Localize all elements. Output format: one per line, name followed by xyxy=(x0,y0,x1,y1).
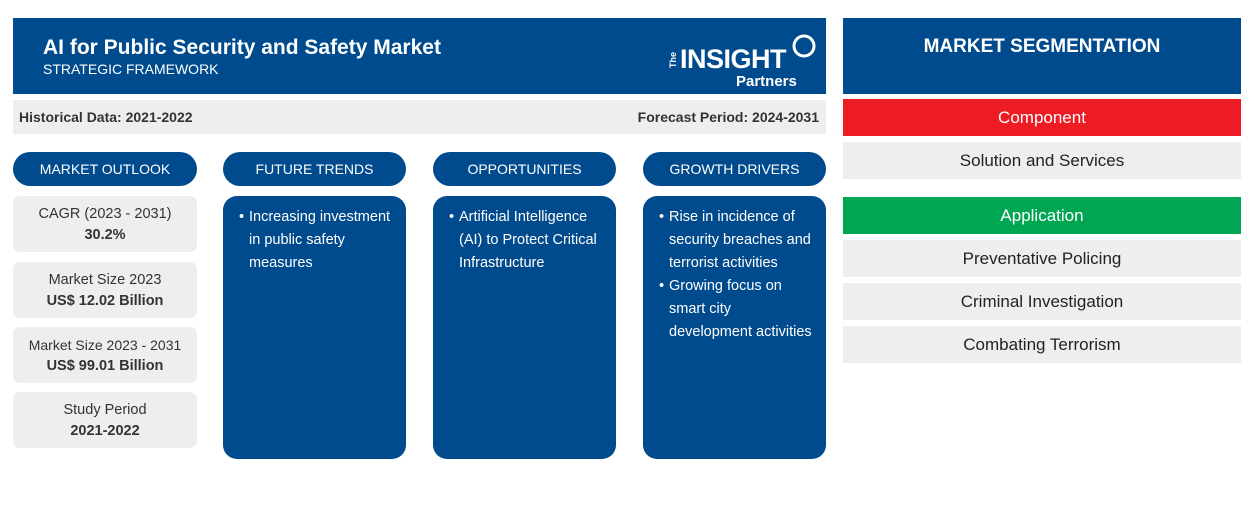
logo-the-text: The xyxy=(668,52,678,68)
segment-category-application: Application xyxy=(843,197,1241,234)
market-outlook-header: MARKET OUTLOOK xyxy=(13,152,197,186)
logo-insight-text: INSIGHT xyxy=(680,44,787,74)
segment-category-component: Component xyxy=(843,99,1241,136)
stat-label: Market Size 2023 xyxy=(48,272,162,288)
opportunities-box: Artificial Intelligence (AI) to Protect … xyxy=(433,196,616,459)
stat-value: 2021-2022 xyxy=(70,423,140,439)
segmentation-title: MARKET SEGMENTATION xyxy=(843,18,1241,94)
segment-item: Preventative Policing xyxy=(843,240,1241,277)
stat-card-cagr: CAGR (2023 - 2031) 30.2% xyxy=(13,196,197,252)
stat-value: US$ 99.01 Billion xyxy=(46,358,164,374)
period-bar: Historical Data: 2021-2022 Forecast Peri… xyxy=(13,100,826,134)
insight-partners-logo: The INSIGHT Partners xyxy=(668,34,816,88)
list-item: Rise in incidence of security breaches a… xyxy=(659,206,814,275)
opportunities-header: OPPORTUNITIES xyxy=(433,152,616,186)
header-banner: AI for Public Security and Safety Market… xyxy=(13,18,826,94)
logo-partners-text: Partners xyxy=(736,73,797,88)
list-item: Growing focus on smart city development … xyxy=(659,275,814,344)
stat-value: US$ 12.02 Billion xyxy=(46,293,164,309)
historical-period: Historical Data: 2021-2022 xyxy=(19,109,193,125)
future-trends-header: FUTURE TRENDS xyxy=(223,152,406,186)
stat-label: CAGR (2023 - 2031) xyxy=(38,206,172,222)
stat-card-market-size: Market Size 2023 US$ 12.02 Billion xyxy=(13,262,197,318)
forecast-period: Forecast Period: 2024-2031 xyxy=(637,109,819,125)
stat-value: 30.2% xyxy=(84,227,126,243)
future-trends-box: Increasing investment in public safety m… xyxy=(223,196,406,459)
stat-label: Market Size 2023 - 2031 xyxy=(28,337,182,353)
page-subtitle: STRATEGIC FRAMEWORK xyxy=(43,61,219,77)
growth-drivers-header: GROWTH DRIVERS xyxy=(643,152,826,186)
page-title: AI for Public Security and Safety Market xyxy=(43,36,441,59)
stat-card-study-period: Study Period 2021-2022 xyxy=(13,392,197,448)
segment-item: Combating Terrorism xyxy=(843,326,1241,363)
list-item: Artificial Intelligence (AI) to Protect … xyxy=(449,206,604,275)
segment-item: Criminal Investigation xyxy=(843,283,1241,320)
segment-item: Solution and Services xyxy=(843,142,1241,179)
growth-drivers-box: Rise in incidence of security breaches a… xyxy=(643,196,826,459)
stat-label: Study Period xyxy=(63,402,147,418)
list-item: Increasing investment in public safety m… xyxy=(239,206,394,275)
logo-circle-icon xyxy=(792,34,816,58)
stat-card-market-size-range: Market Size 2023 - 2031 US$ 99.01 Billio… xyxy=(13,327,197,383)
